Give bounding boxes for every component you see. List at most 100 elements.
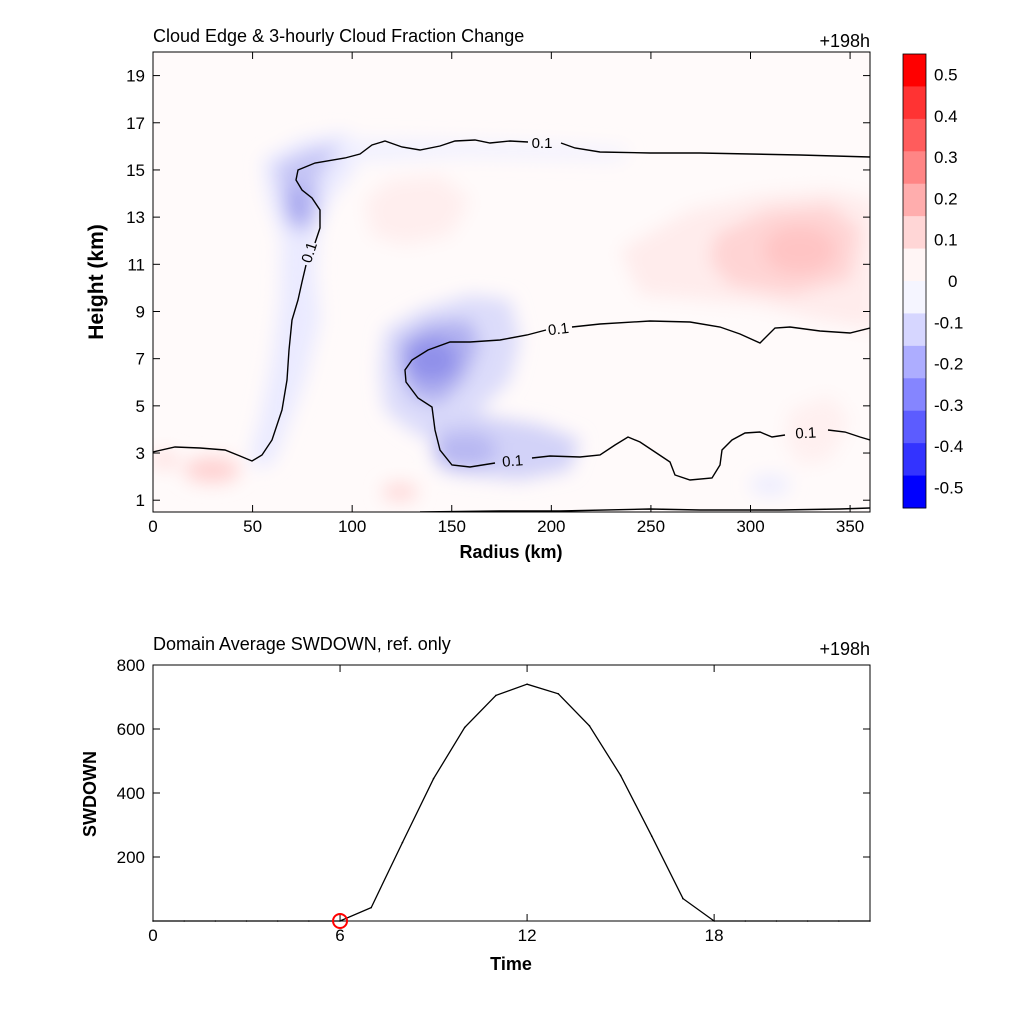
swdown-y-ticks: 200 400 600 800 (117, 656, 870, 867)
blue-low-core (433, 432, 497, 468)
colorbar-tick-label: 0.4 (934, 107, 958, 126)
colorbar-frame (902, 53, 927, 509)
swdown-point (370, 906, 373, 909)
swdown-series-line (153, 683, 870, 922)
contour-panel: Cloud Edge & 3-hourly Cloud Fraction Cha… (85, 26, 963, 562)
colorbar: 0.5 0.4 0.3 0.2 0.1 0 -0.1 -0.2 -0.3 -0.4 -0.5 (902, 53, 963, 509)
pink-upper-left-region (365, 175, 470, 245)
contour-line-outer (153, 139, 870, 462)
colorbar-swatch (903, 281, 926, 314)
swdown-point (183, 920, 185, 922)
blue-mid-max (406, 338, 458, 382)
swdown-point (245, 920, 248, 922)
colorbar-swatch (903, 183, 926, 217)
colorbar-tick-label: -0.3 (934, 396, 963, 415)
colorbar-tick-label: 0.5 (934, 66, 958, 85)
swdown-y-tick-label: 400 (117, 784, 145, 803)
blue-column-region (250, 132, 365, 470)
swdown-point (682, 897, 684, 900)
contour-x-axis-label: Radius (km) (459, 542, 562, 562)
pink-lower-left-core (184, 457, 240, 483)
swdown-x-tick-label: 18 (705, 926, 724, 945)
colorbar-swatch (903, 248, 926, 282)
contour-label-right: 0.1 (795, 424, 817, 442)
swdown-point (650, 835, 653, 837)
colorbar-swatch (903, 475, 926, 509)
swdown-point (495, 694, 497, 697)
blue-upper-max (285, 185, 309, 225)
contour-y-tick-label: 3 (136, 444, 145, 463)
swdown-x-axis-label: Time (490, 954, 532, 974)
contour-y-tick-label: 17 (126, 114, 145, 133)
pink-lower-left-small (153, 452, 179, 468)
swdown-data-points (152, 683, 871, 922)
contour-time-annotation: +198h (819, 31, 870, 51)
cloud-edge-contours (153, 139, 870, 512)
colorbar-tick-label: 0.2 (934, 189, 958, 208)
swdown-title: Domain Average SWDOWN, ref. only (153, 634, 451, 654)
contour-line-inner (404, 320, 870, 481)
swdown-point (557, 693, 560, 695)
contour-x-tick-label: 100 (338, 517, 366, 536)
contour-y-tick-label: 15 (126, 161, 145, 180)
contour-line-bottom (419, 507, 870, 512)
colorbar-swatch (903, 86, 926, 120)
swdown-point (713, 920, 715, 922)
blue-bottom-right-spot (750, 475, 790, 495)
swdown-point (214, 920, 217, 922)
contour-y-tick-label: 9 (136, 302, 145, 321)
contour-y-tick-label: 11 (127, 255, 145, 274)
swdown-panel: Domain Average SWDOWN, ref. only +198h 0… (80, 634, 871, 974)
contour-y-axis-label: Height (km) (85, 224, 108, 340)
contour-x-tick-label: 250 (637, 517, 665, 536)
current-time-marker (332, 913, 349, 929)
contour-x-tick-label: 150 (438, 517, 466, 536)
contour-x-tick-label: 350 (836, 517, 864, 536)
swdown-x-tick-label: 12 (518, 926, 537, 945)
colorbar-swatch (903, 345, 926, 379)
contour-x-tick-label: 200 (537, 517, 565, 536)
swdown-point (401, 841, 404, 844)
swdown-x-tick-label: 6 (335, 926, 344, 945)
swdown-x-ticks: 0 6 12 18 (148, 665, 724, 945)
contour-y-tick-label: 1 (136, 491, 145, 510)
pink-lower-right-region (785, 395, 850, 465)
pink-bottom-spot (382, 483, 418, 501)
contour-label-upper: 0.1 (532, 135, 553, 152)
colorbar-tick-label: 0 (948, 272, 957, 291)
colorbar-swatch (903, 216, 926, 250)
colorbar-tick-label: -0.4 (934, 437, 963, 456)
colorbar-swatch (903, 54, 926, 87)
swdown-point (775, 920, 778, 922)
contour-title: Cloud Edge & 3-hourly Cloud Fraction Cha… (153, 26, 524, 46)
contour-label-column: 0.1 (298, 240, 321, 265)
contour-x-tick-label: 50 (243, 517, 262, 536)
contour-y-tick-label: 7 (136, 350, 145, 369)
swdown-point (526, 683, 528, 685)
contour-label-mid: 0.1 (547, 320, 570, 339)
swdown-point (869, 920, 871, 922)
cloud-fraction-field: 0.1 0.1 0.1 0.1 0.1 (153, 52, 870, 512)
swdown-point (339, 920, 341, 922)
pink-right-max (764, 226, 836, 274)
colorbar-swatch (903, 410, 926, 444)
colorbar-swatch (903, 118, 926, 152)
colorbar-swatch (903, 151, 926, 185)
swdown-point (276, 920, 279, 922)
contour-x-tick-label: 0 (148, 517, 157, 536)
colorbar-tick-label: 0.1 (934, 231, 958, 250)
swdown-point (619, 774, 622, 777)
swdown-point (588, 725, 591, 727)
swdown-point (838, 920, 840, 922)
swdown-point (308, 920, 310, 922)
colorbar-swatch (903, 443, 926, 477)
contour-x-ticks: 0 50 100 150 200 250 300 350 (148, 52, 864, 536)
contour-y-tick-label: 19 (126, 67, 145, 86)
contour-label-low: 0.1 (501, 452, 523, 471)
swdown-point (152, 920, 154, 922)
colorbar-tick-label: -0.1 (934, 313, 963, 332)
colorbar-tick-label: -0.2 (934, 355, 963, 374)
contour-x-tick-label: 300 (736, 517, 764, 536)
